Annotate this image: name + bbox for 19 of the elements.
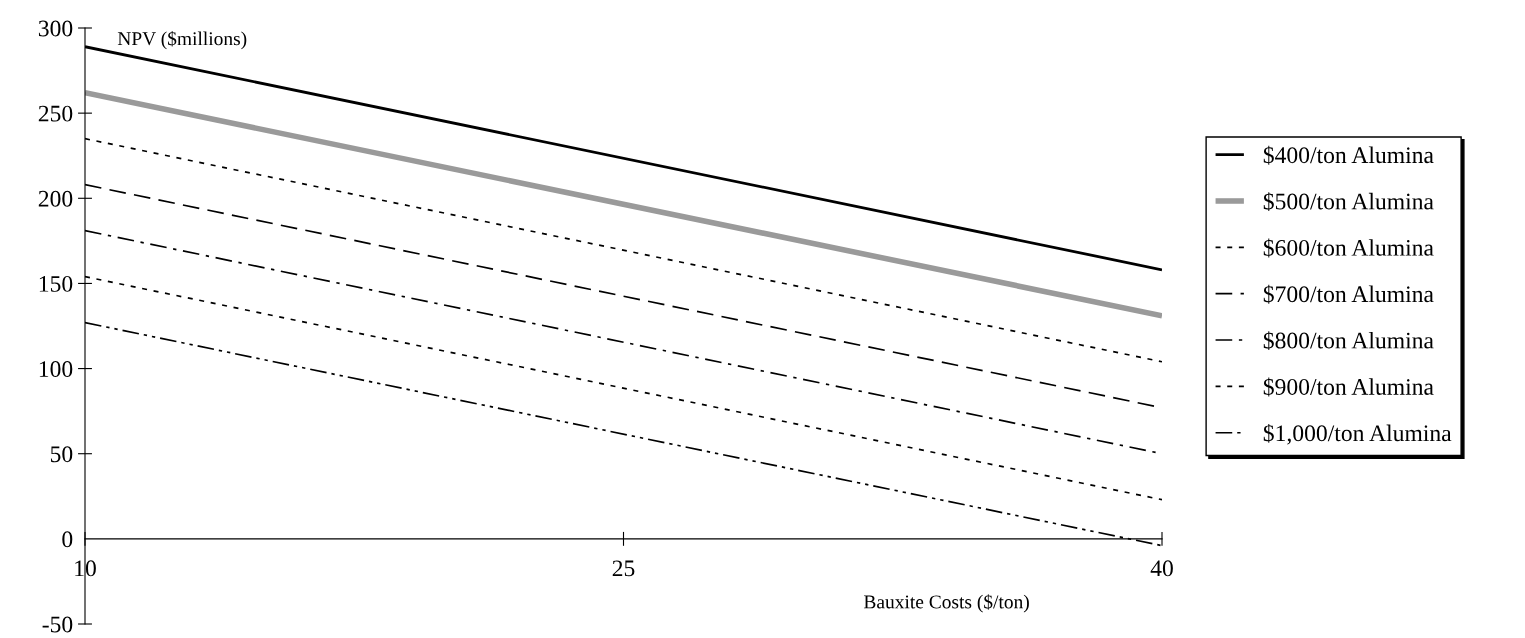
y-tick-label: -50 (42, 616, 73, 633)
y-tick-label: 300 (38, 20, 73, 37)
legend-label: $400/ton Alumina (1263, 145, 1434, 165)
y-tick-label: 250 (38, 105, 73, 122)
x-axis-title: Bauxite Costs ($/ton) (863, 594, 1029, 613)
legend-label: $700/ton Alumina (1263, 284, 1434, 304)
y-tick-label: 0 (62, 531, 73, 548)
legend-label: $900/ton Alumina (1263, 377, 1434, 397)
y-tick-label: 100 (39, 361, 73, 377)
legend-label: $800/ton Alumina (1263, 331, 1434, 351)
y-tick-label: 50 (50, 446, 73, 463)
y-tick-label: 150 (39, 275, 73, 292)
legend-label: $500/ton Alumina (1263, 192, 1434, 212)
x-tick-label: 40 (1150, 560, 1173, 577)
y-tick-label: 200 (38, 190, 73, 207)
y-axis-title: NPV ($millions) (117, 30, 247, 50)
legend-label: $600/ton Alumina (1263, 238, 1434, 258)
x-tick-label: 25 (612, 560, 635, 577)
legend-label: $1,000/ton Alumina (1263, 423, 1452, 445)
